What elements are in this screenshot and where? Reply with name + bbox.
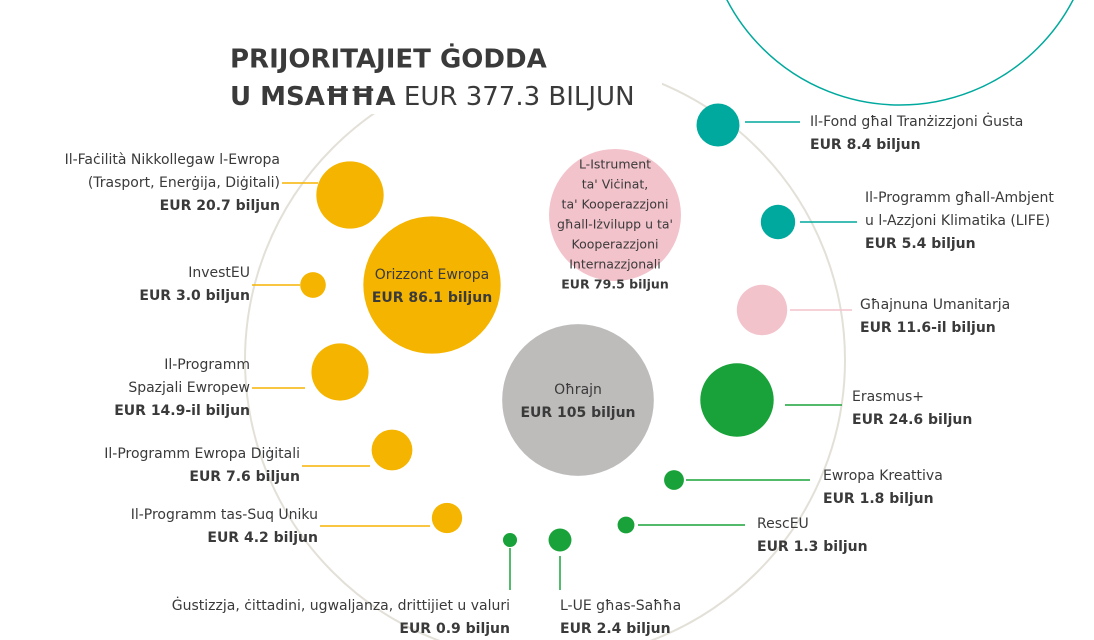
chart-title: PRIJORITAJIET ĠODDA — [230, 42, 547, 75]
bubble — [664, 470, 684, 490]
bubble — [311, 343, 369, 401]
value-label: EUR 3.0 biljun — [139, 288, 250, 304]
value-label: EUR 4.2 biljun — [207, 530, 318, 546]
bubble-label: Il-Programm għall-Ambjent — [865, 190, 1054, 206]
value-label: EUR 7.6 biljun — [189, 469, 300, 485]
bubble-label: (Trasport, Enerġija, Diġitali) — [88, 175, 280, 191]
value-label: EUR 1.8 biljun — [823, 491, 934, 507]
bubble-label: Spazjali Ewropew — [128, 380, 250, 396]
bubble-label: Kooperazzjoni — [572, 237, 659, 252]
value-label: EUR 14.9-il biljun — [114, 403, 250, 419]
value-label: EUR 5.4 biljun — [865, 236, 976, 252]
value-label: EUR 24.6 biljun — [852, 412, 972, 428]
value-label: EUR 105 biljun — [520, 405, 635, 421]
bubble — [502, 532, 518, 548]
bubble — [700, 363, 774, 437]
bubble-label: Ewropa Kreattiva — [823, 468, 943, 484]
bubble-label: Internazzjonali — [569, 257, 660, 272]
chart-title: U MSAĦĦA — [230, 82, 396, 112]
value-label: EUR 11.6-il biljun — [860, 320, 996, 336]
chart-title-line: U MSAĦĦA EUR 377.3 BILJUN — [230, 82, 635, 112]
value-label: EUR 8.4 biljun — [810, 137, 921, 153]
decor-circle — [726, 0, 1074, 106]
bubble-label: għall-Iżvilupp u ta' — [557, 217, 673, 232]
bubble — [502, 324, 654, 476]
title-backdrop — [222, 38, 662, 114]
bubble-label: Il-Programm tas-Suq Uniku — [131, 507, 318, 523]
bubble-label: ta' Kooperazzjoni — [562, 197, 669, 212]
bubble-label: Il-Fond għal Tranżizzjoni Ġusta — [810, 112, 1023, 130]
bubble — [617, 516, 635, 534]
bubble — [431, 502, 463, 534]
bubble — [300, 272, 326, 298]
bubble — [736, 284, 788, 336]
bubble-label: Il-Programm — [164, 357, 250, 373]
value-label: EUR 2.4 biljun — [560, 621, 671, 637]
bubble-label: Orizzont Ewropa — [375, 267, 490, 283]
bubble-label: Il-Programm Ewropa Diġitali — [104, 446, 300, 462]
value-label: EUR 0.9 biljun — [399, 621, 510, 637]
bubble-label: L-Istrument — [579, 157, 651, 172]
chart-subtitle: EUR 377.3 BILJUN — [404, 82, 635, 112]
bubble — [696, 103, 740, 147]
bubble — [549, 149, 681, 281]
value-label: EUR 1.3 biljun — [757, 539, 868, 555]
bubble — [363, 216, 501, 354]
bubble — [548, 528, 572, 552]
bubble-label: Erasmus+ — [852, 389, 924, 405]
bubble-label: Oħrajn — [554, 382, 602, 398]
bubble-label: InvestEU — [188, 265, 250, 281]
bubble-label: Il-Faċilità Nikkollegaw l-Ewropa — [65, 152, 280, 168]
bubble-label: RescEU — [757, 516, 809, 532]
bubble-label: u l-Azzjoni Klimatika (LIFE) — [865, 213, 1050, 229]
bubble-label: L-UE għas-Saħħa — [560, 598, 681, 614]
bubble — [371, 429, 413, 471]
bubble — [760, 204, 796, 240]
bubble-label: Ġustizzja, ċittadini, ugwaljanza, dritti… — [172, 596, 510, 614]
bubble-label: ta' Viċinat, — [582, 177, 649, 192]
bubble — [316, 161, 384, 229]
bubble-label: Għajnuna Umanitarja — [860, 297, 1010, 313]
value-label: EUR 79.5 biljun — [561, 277, 668, 292]
value-label: EUR 86.1 biljun — [372, 290, 492, 306]
value-label: EUR 20.7 biljun — [160, 198, 280, 214]
